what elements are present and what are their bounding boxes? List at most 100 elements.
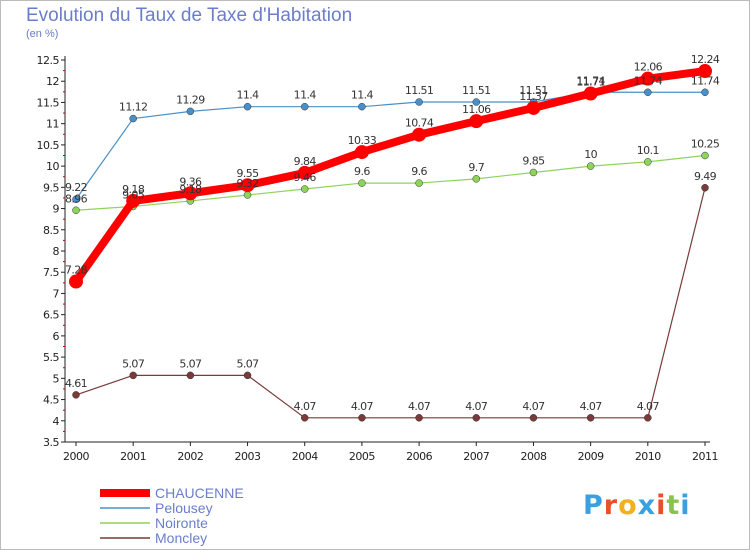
data-label: 11.74 xyxy=(634,74,663,87)
data-label: 4.07 xyxy=(465,400,488,413)
y-tick-label: 8.5 xyxy=(43,224,59,237)
data-point xyxy=(69,274,83,289)
legend-label-pelousey: Pelousey xyxy=(155,500,213,516)
logo-letter: x xyxy=(637,490,657,521)
data-label: 11.71 xyxy=(576,76,605,89)
data-point xyxy=(586,162,595,170)
y-tick-label: 9.5 xyxy=(43,181,59,194)
data-label: 8.96 xyxy=(65,192,88,205)
y-tick-label: 5 xyxy=(53,372,60,385)
x-tick-label: 2009 xyxy=(578,450,604,463)
data-point xyxy=(529,168,538,177)
data-label: 5.07 xyxy=(236,357,259,370)
x-tick-label: 2003 xyxy=(235,450,261,463)
logo-letter: P xyxy=(583,490,604,521)
data-label: 9.85 xyxy=(522,154,545,167)
data-label: 9.6 xyxy=(354,165,370,178)
x-tick-label: 2005 xyxy=(349,450,375,463)
data-label: 4.07 xyxy=(294,400,317,413)
data-label: 9.32 xyxy=(236,177,258,190)
legend-label-noironte: Noironte xyxy=(155,515,208,531)
x-tick-label: 2008 xyxy=(520,450,546,463)
y-tick-label: 7 xyxy=(53,287,60,300)
data-label: 11.51 xyxy=(462,84,491,97)
data-label: 11.4 xyxy=(351,89,374,102)
y-tick-label: 11.5 xyxy=(37,96,60,109)
data-label: 9.7 xyxy=(468,161,484,174)
data-label: 9.18 xyxy=(122,183,145,196)
y-tick-label: 8 xyxy=(53,245,60,258)
data-label: 12.06 xyxy=(634,61,663,74)
data-point xyxy=(300,185,309,193)
chart-subtitle: (en %) xyxy=(26,28,59,40)
data-label: 10 xyxy=(584,148,597,161)
data-point xyxy=(300,414,309,422)
data-point xyxy=(583,86,598,101)
legend-label-moncley: Moncley xyxy=(155,530,207,546)
data-label: 4.07 xyxy=(351,400,374,413)
data-label: 9.6 xyxy=(411,165,427,178)
series-line-noironte xyxy=(75,154,706,211)
logo-letter: o xyxy=(618,490,638,521)
data-point xyxy=(412,127,427,142)
data-point xyxy=(644,158,652,166)
data-label: 4.07 xyxy=(637,400,660,413)
data-point xyxy=(358,102,366,111)
data-point xyxy=(72,391,80,399)
x-tick-label: 2011 xyxy=(692,450,718,463)
data-point xyxy=(415,179,423,187)
data-point xyxy=(415,414,423,422)
logo-letter: t xyxy=(666,490,681,521)
data-point xyxy=(243,371,252,380)
data-label: 4.07 xyxy=(522,400,545,413)
data-point xyxy=(526,100,541,115)
proxiti-logo: Proxiti xyxy=(583,490,691,521)
data-point xyxy=(126,193,141,208)
x-tick-label: 2004 xyxy=(292,450,318,463)
data-label: 9.18 xyxy=(179,183,202,196)
y-tick-label: 10.5 xyxy=(37,139,60,152)
data-point xyxy=(472,414,481,422)
data-label: 5.07 xyxy=(179,357,202,370)
logo-letter: i xyxy=(656,490,667,521)
data-point xyxy=(586,414,595,422)
x-tick-label: 2002 xyxy=(177,450,203,463)
data-label: 9.84 xyxy=(294,155,317,168)
data-point xyxy=(183,186,198,201)
y-tick-label: 12 xyxy=(46,75,59,88)
data-point xyxy=(640,71,655,86)
y-tick-label: 6 xyxy=(53,330,60,343)
data-label: 10.74 xyxy=(405,117,434,130)
data-point xyxy=(698,64,712,79)
data-label: 9.36 xyxy=(179,175,202,188)
data-point xyxy=(701,151,709,160)
data-point xyxy=(243,102,252,111)
data-point xyxy=(129,371,137,380)
data-point xyxy=(358,414,366,422)
series-line-chaucenne xyxy=(72,67,706,284)
data-point xyxy=(297,165,312,180)
data-point xyxy=(243,191,252,199)
data-label: 10.1 xyxy=(637,144,659,157)
y-tick-label: 9 xyxy=(53,203,60,216)
y-tick-label: 7.5 xyxy=(43,266,59,279)
data-point xyxy=(415,98,423,106)
x-tick-label: 2007 xyxy=(463,450,489,463)
y-tick-label: 4 xyxy=(53,415,60,428)
y-tick-label: 4.5 xyxy=(43,394,59,407)
data-label: 11.06 xyxy=(462,103,491,116)
y-tick-label: 6.5 xyxy=(43,309,59,322)
data-point xyxy=(72,195,80,203)
data-point xyxy=(186,371,195,380)
data-label: 9.22 xyxy=(65,181,87,194)
data-point xyxy=(644,414,652,422)
data-label: 11.4 xyxy=(236,89,259,102)
legend-label-chaucenne: CHAUCENNE xyxy=(155,485,244,501)
x-tick-label: 2000 xyxy=(63,450,89,463)
data-label: 11.74 xyxy=(576,74,605,87)
y-tick-label: 5.5 xyxy=(43,351,59,364)
data-label: 4.07 xyxy=(408,400,431,413)
data-label: 11.51 xyxy=(405,84,434,97)
data-point xyxy=(529,414,538,422)
